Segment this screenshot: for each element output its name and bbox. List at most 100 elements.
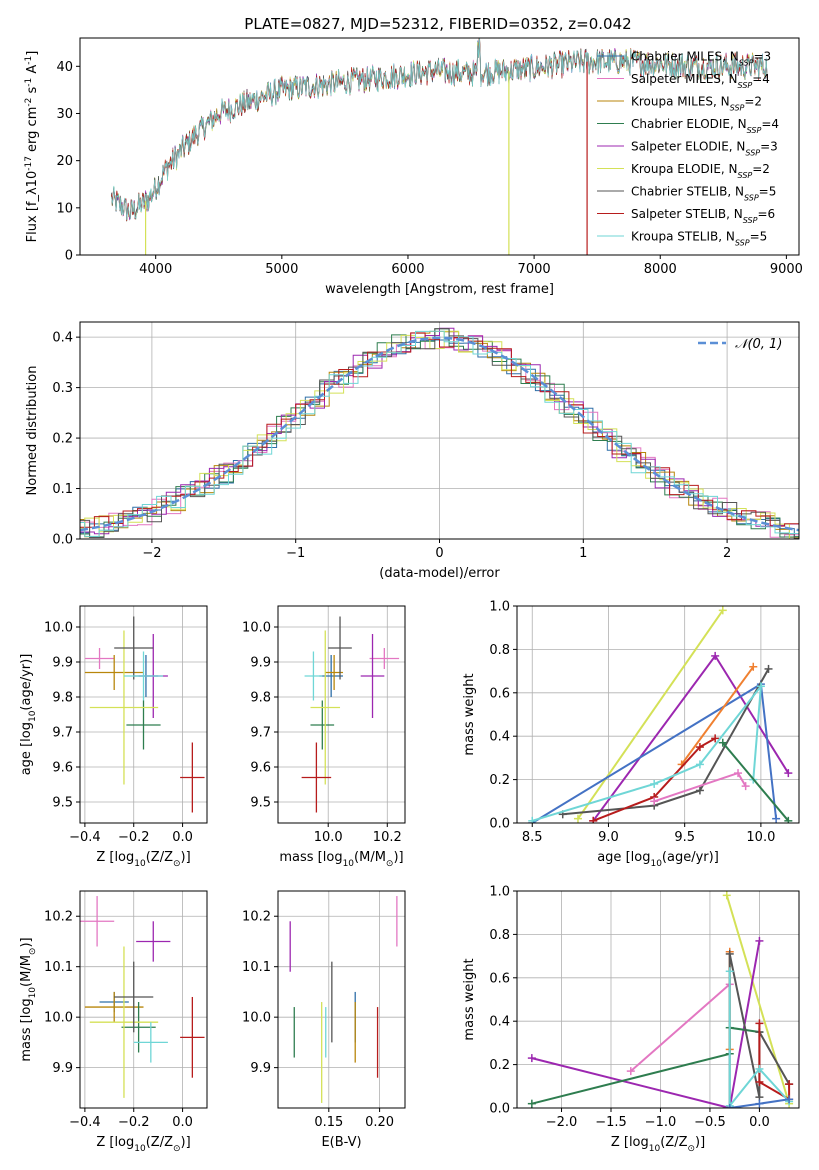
text-span: 10 bbox=[28, 710, 38, 722]
text-span: )] bbox=[181, 1135, 191, 1150]
text-span: mass weight bbox=[462, 958, 477, 1040]
text-span: =6 bbox=[757, 207, 775, 221]
y-tick-label: 10.1 bbox=[44, 960, 73, 975]
y-tick-label: 10.2 bbox=[44, 910, 73, 925]
plot-area bbox=[301, 616, 400, 813]
y-tick-label: 0.0 bbox=[489, 1102, 510, 1117]
text-span: )] bbox=[181, 850, 191, 865]
text-span: mass weight bbox=[462, 673, 477, 755]
y-axis-label: age [log10(age/yr)] bbox=[19, 654, 38, 776]
text-span: log bbox=[19, 998, 34, 1018]
weight-track bbox=[630, 983, 731, 1072]
weight-track bbox=[531, 940, 761, 1108]
x-axis-label: Z [log10(Z/Z⊙)] bbox=[96, 850, 190, 869]
text-span: =4 bbox=[761, 117, 779, 131]
text-span: Salpeter MILES, N bbox=[631, 72, 738, 86]
text-span: Salpeter STELIB, N bbox=[631, 207, 743, 221]
x-tick-label: 8000 bbox=[644, 262, 677, 277]
axes-weight_vs_z: −2.0 −1.5 −1.0 −0.5 0.0 0.0 0.2 0.4 0.6 0.8 1.0 Z [… bbox=[462, 885, 800, 1154]
text-span: mass [ bbox=[279, 850, 322, 865]
text-span: 10 bbox=[343, 859, 355, 869]
y-tick-label: 10.1 bbox=[242, 960, 271, 975]
text-span: =4 bbox=[752, 72, 770, 86]
text-span: )] bbox=[19, 937, 34, 947]
text-span: s bbox=[25, 87, 40, 98]
x-tick-label: 9.5 bbox=[674, 830, 695, 845]
y-tick-label: 9.9 bbox=[52, 1061, 73, 1076]
text-span: log bbox=[629, 1135, 649, 1150]
axes-border bbox=[277, 890, 406, 1109]
legend-label: Salpeter ELODIE, NSSP=3 bbox=[631, 140, 778, 158]
text-span: log bbox=[114, 1135, 134, 1150]
weight-track bbox=[725, 895, 791, 1104]
axes-frame: −2 −1 0 1 2 0.0 0.1 0.2 0.3 0.4 (data-model)/error… bbox=[25, 321, 800, 581]
text-span: SSP bbox=[739, 58, 754, 67]
axes-mass_vs_z: −0.4 −0.2 0.09.910.010.110.2Z [log10(Z/Z⊙)… bbox=[19, 890, 208, 1154]
plot-area bbox=[80, 896, 205, 1098]
text-span: erg cm bbox=[25, 107, 40, 156]
text-span: Salpeter ELODIE, N bbox=[631, 140, 745, 154]
y-tick-label: 0.2 bbox=[52, 432, 73, 447]
text-span: ⊙ bbox=[173, 1144, 181, 1154]
axes-border bbox=[516, 605, 800, 824]
text-span: )] bbox=[393, 850, 403, 865]
y-tick-label: 9.5 bbox=[250, 796, 271, 811]
y-tick-label: 9.6 bbox=[250, 761, 271, 776]
text-span: Chabrier MILES, N bbox=[631, 50, 739, 64]
text-span: SSP bbox=[747, 126, 762, 135]
y-tick-label: 10.0 bbox=[44, 1011, 73, 1026]
y-tick-label: 20 bbox=[56, 154, 73, 169]
x-tick-label: 0.20 bbox=[365, 1115, 394, 1130]
histogram-series bbox=[80, 328, 799, 539]
x-tick-label: −1.0 bbox=[645, 1115, 677, 1130]
axes-border bbox=[516, 890, 800, 1109]
text-span: Chabrier ELODIE, N bbox=[631, 117, 747, 131]
y-axis-label: Normed distribution bbox=[25, 366, 40, 496]
gaussian-curve bbox=[80, 336, 799, 532]
text-span: A bbox=[25, 65, 40, 78]
y-tick-label: 0.8 bbox=[489, 643, 510, 658]
text-span: 10 bbox=[649, 1144, 661, 1154]
axes-residuals: −2 −1 0 1 2 0.0 0.1 0.2 0.3 0.4 (data-model)/error… bbox=[25, 321, 800, 581]
x-tick-label: 10.0 bbox=[314, 830, 343, 845]
legend-label: 𝒩(0, 1) bbox=[735, 337, 782, 352]
x-tick-label: 5000 bbox=[265, 262, 298, 277]
text-span: Kroupa ELODIE, N bbox=[631, 162, 738, 176]
text-span: =2 bbox=[744, 95, 762, 109]
text-span: =3 bbox=[753, 50, 771, 64]
axes-frame: 8.5 9.0 9.5 10.0 0.0 0.2 0.4 0.6 0.8 1.0 age [log1… bbox=[462, 600, 800, 869]
text-span: SSP bbox=[730, 103, 745, 112]
axes-weight_vs_age: 8.5 9.0 9.5 10.0 0.0 0.2 0.4 0.6 0.8 1.0 age [log1… bbox=[462, 600, 800, 869]
y-tick-label: 9.9 bbox=[250, 1061, 271, 1076]
y-axis-label: mass weight bbox=[462, 958, 477, 1040]
x-tick-label: −2.0 bbox=[546, 1115, 578, 1130]
text-span: age [ bbox=[597, 850, 630, 865]
x-axis-label: E(B-V) bbox=[321, 1135, 361, 1150]
y-tick-label: 9.7 bbox=[250, 726, 271, 741]
histogram-series bbox=[80, 330, 799, 538]
text-span: mass [ bbox=[19, 1018, 34, 1061]
axes-mass_vs_ebv: 0.15 0.20 9.9 10.0 10.1 10.2 E(B-V) bbox=[242, 890, 406, 1150]
axes-spectrum: 4000 5000 6000 7000 8000 9000 0 10 20 30 40 wavelen… bbox=[24, 37, 803, 297]
plots-layer: 4000 5000 6000 7000 8000 9000010203040wavelen… bbox=[19, 37, 803, 1154]
axes-border bbox=[79, 890, 208, 1109]
y-tick-label: 10.2 bbox=[242, 910, 271, 925]
y-tick-label: 0.2 bbox=[489, 773, 510, 788]
weight-track bbox=[758, 1023, 791, 1102]
text-span: =2 bbox=[752, 162, 770, 176]
text-span: SSP bbox=[745, 148, 760, 157]
y-tick-label: 9.8 bbox=[250, 691, 271, 706]
text-span: ⊙ bbox=[386, 859, 394, 869]
weight-track bbox=[722, 742, 790, 822]
y-tick-label: 10.0 bbox=[242, 621, 271, 636]
legend-label: Kroupa MILES, NSSP=2 bbox=[631, 95, 762, 113]
axes-frame: −0.4 −0.2 0.09.59.69.79.89.910.0Z [log10(Z… bbox=[19, 605, 208, 869]
y-tick-label: 0.4 bbox=[489, 1015, 510, 1030]
plot-area bbox=[80, 327, 799, 539]
text-span: =5 bbox=[750, 230, 768, 244]
axes-border bbox=[277, 605, 406, 824]
legend-label: Chabrier STELIB, NSSP=5 bbox=[631, 185, 776, 203]
x-tick-label: 2 bbox=[723, 546, 731, 561]
text-span: (M/M bbox=[354, 850, 386, 865]
